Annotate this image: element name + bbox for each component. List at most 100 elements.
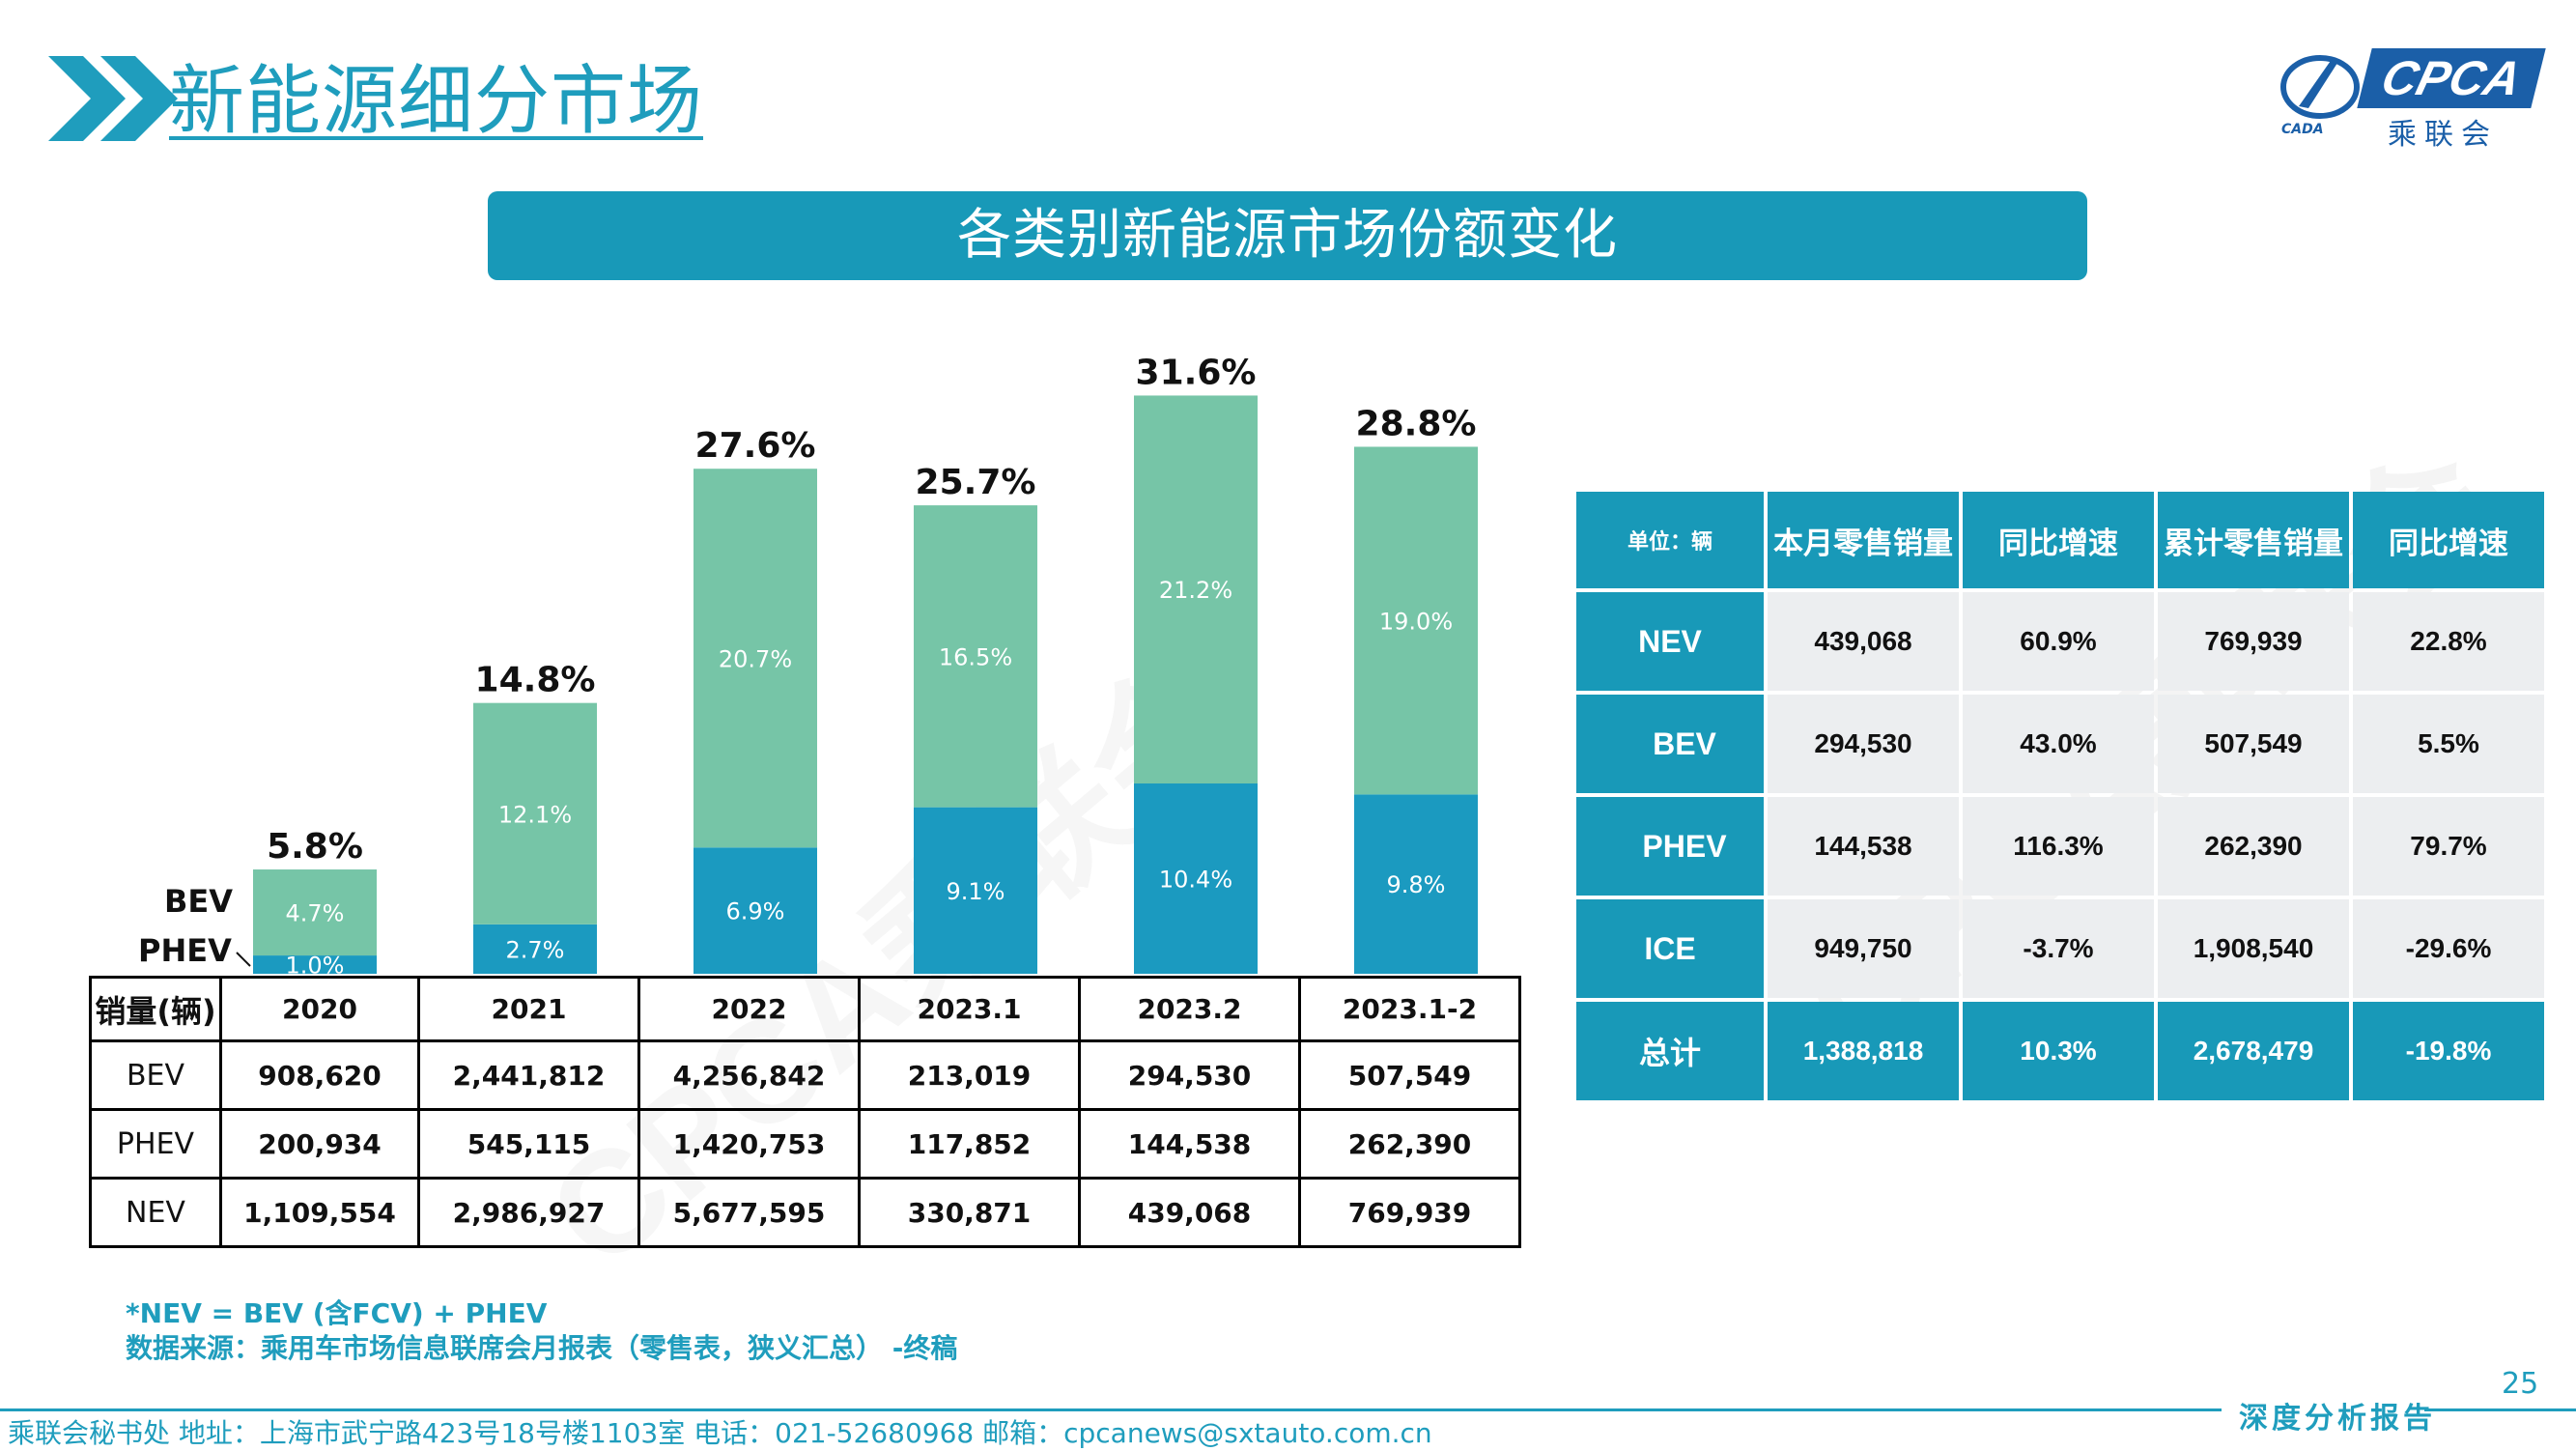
data-source-note: 数据来源：乘用车市场信息联席会月报表（零售表，狭义汇总） -终稿 [126, 1332, 958, 1364]
bar-total-label: 28.8% [1356, 404, 1477, 443]
retail-summary-table: 单位：辆 本月零售销量 同比增速 累计零售销量 同比增速 NEV 439,068… [1572, 488, 2548, 1104]
stacked-bar-chart: 1.0% 4.7% 5.8% 2.7% 12.1% 14.8% 6.9% 20.7% 27.6%… [253, 353, 1478, 976]
table-cell: 2,986,927 [417, 1177, 640, 1248]
table-cell: 22.8% [2353, 592, 2544, 691]
table-cell: 10.3% [1963, 1002, 2154, 1100]
table-cell: 545,115 [417, 1108, 640, 1180]
table-row: NEV 439,068 60.9% 769,939 22.8% [1576, 592, 2544, 691]
table-row: ICE 949,750 -3.7% 1,908,540 -29.6% [1576, 899, 2544, 998]
table-cell: 5.5% [2353, 695, 2544, 793]
footer-divider [0, 1408, 2222, 1411]
summary-row-label: ICE [1576, 899, 1764, 998]
bar-value-label: 20.7% [719, 645, 792, 672]
table-row: BEV 294,530 43.0% 507,549 5.5% [1576, 695, 2544, 793]
logo-emblem-icon [2280, 55, 2360, 119]
footer-contact: 乘联会秘书处 地址：上海市武宁路423号18号楼1103室 电话：021-526… [8, 1417, 1432, 1449]
table-cell: 116.3% [1963, 797, 2154, 896]
bar-bev [473, 702, 597, 925]
bar-phev [253, 955, 377, 974]
bar-value-label: 1.0% [286, 953, 345, 976]
bar-bev [1354, 446, 1478, 795]
table-col-header: 2023.1 [858, 976, 1081, 1042]
table-cell: 330,871 [858, 1177, 1081, 1248]
bar-bev [1134, 395, 1258, 784]
bar-value-label: 2.7% [506, 936, 565, 963]
table-cell: -29.6% [2353, 899, 2544, 998]
bar-total-label: 31.6% [1136, 353, 1257, 392]
table-cell: 200,934 [219, 1108, 420, 1180]
bar-bev [694, 469, 817, 848]
table-cell: 294,530 [1078, 1039, 1301, 1111]
bar-value-label: 12.1% [498, 801, 572, 828]
table-cell: 769,939 [1298, 1177, 1521, 1248]
table-col-header: 2020 [219, 976, 420, 1042]
legend-bev: BEV [164, 883, 234, 920]
table-row: BEV 908,620 2,441,812 4,256,842 213,019 … [89, 1039, 1521, 1111]
bar-value-label: 9.1% [947, 878, 1005, 905]
bar-phev [914, 807, 1037, 974]
table-cell: 507,549 [2158, 695, 2349, 793]
table-cell: 43.0% [1963, 695, 2154, 793]
summary-row-label: PHEV [1576, 797, 1764, 896]
bar-value-label: 6.9% [726, 898, 785, 925]
table-corner-label: 销量(辆) [89, 976, 222, 1042]
bar-bev [914, 505, 1037, 808]
table-row-label: NEV [89, 1177, 222, 1248]
bar-value-label: 9.8% [1387, 871, 1446, 898]
legend-phev: PHEV [138, 932, 232, 969]
table-col-header: 2021 [417, 976, 640, 1042]
summary-header-row: 单位：辆 本月零售销量 同比增速 累计零售销量 同比增速 [1576, 492, 2544, 588]
table-col-header: 2023.1-2 [1298, 976, 1521, 1042]
bar-bev [253, 869, 377, 956]
table-row-label: PHEV [89, 1108, 222, 1180]
summary-row-label: NEV [1576, 592, 1764, 691]
table-cell: 949,750 [1768, 899, 1959, 998]
table-cell: 213,019 [858, 1039, 1081, 1111]
table-header-row: 销量(辆) 2020 2021 2022 2023.1 2023.2 2023.… [89, 976, 1521, 1042]
footer-report-label: 深度分析报告 [2239, 1402, 2436, 1436]
table-row-total: 总计 1,388,818 10.3% 2,678,479 -19.8% [1576, 1002, 2544, 1100]
bar-value-label: 19.0% [1379, 608, 1453, 635]
bar-value-label: 4.7% [286, 900, 345, 927]
nev-definition-note: *NEV = BEV (含FCV) + PHEV [126, 1297, 548, 1329]
table-row: PHEV 144,538 116.3% 262,390 79.7% [1576, 797, 2544, 896]
table-cell: 769,939 [2158, 592, 2349, 691]
table-cell: 1,388,818 [1768, 1002, 1959, 1100]
table-row-label: BEV [89, 1039, 222, 1111]
bar-value-label: 10.4% [1159, 867, 1232, 894]
bar-total-label: 14.8% [475, 661, 596, 700]
logo-sub: CADA [2281, 122, 2324, 137]
cpca-logo: CPCA 乘联会 CADA [2279, 48, 2546, 152]
table-col-header: 2023.2 [1078, 976, 1301, 1042]
page-number: 25 [2502, 1367, 2539, 1401]
table-cell: 262,390 [2158, 797, 2349, 896]
table-cell: 144,538 [1078, 1108, 1301, 1180]
table-cell: 79.7% [2353, 797, 2544, 896]
table-cell: 4,256,842 [637, 1039, 861, 1111]
chevron-arrows-icon [48, 56, 178, 141]
bar-phev [1354, 794, 1478, 974]
table-col-header: 2022 [637, 976, 861, 1042]
table-row: PHEV 200,934 545,115 1,420,753 117,852 1… [89, 1108, 1521, 1180]
bar-value-label: 16.5% [939, 643, 1012, 670]
bar-total-label: 27.6% [695, 426, 816, 466]
table-row: NEV 1,109,554 2,986,927 5,677,595 330,87… [89, 1177, 1521, 1248]
logo-cn: 乘联会 [2388, 118, 2498, 152]
table-cell: 507,549 [1298, 1039, 1521, 1111]
table-cell: 144,538 [1768, 797, 1959, 896]
table-cell: 2,678,479 [2158, 1002, 2349, 1100]
table-cell: 1,420,753 [637, 1108, 861, 1180]
table-cell: 1,109,554 [219, 1177, 420, 1248]
summary-col-header: 同比增速 [1963, 492, 2154, 588]
logo-text: CPCA [2357, 48, 2546, 108]
footer-divider [2424, 1408, 2576, 1411]
summary-row-label: BEV [1576, 695, 1764, 793]
table-cell: 117,852 [858, 1108, 1081, 1180]
bar-phev [1134, 783, 1258, 974]
summary-col-header: 累计零售销量 [2158, 492, 2349, 588]
summary-col-header: 同比增速 [2353, 492, 2544, 588]
table-cell: 5,677,595 [637, 1177, 861, 1248]
legend-pointer-icon [236, 952, 251, 967]
chart-banner-title: 各类别新能源市场份额变化 [488, 191, 2087, 280]
table-cell: 262,390 [1298, 1108, 1521, 1180]
